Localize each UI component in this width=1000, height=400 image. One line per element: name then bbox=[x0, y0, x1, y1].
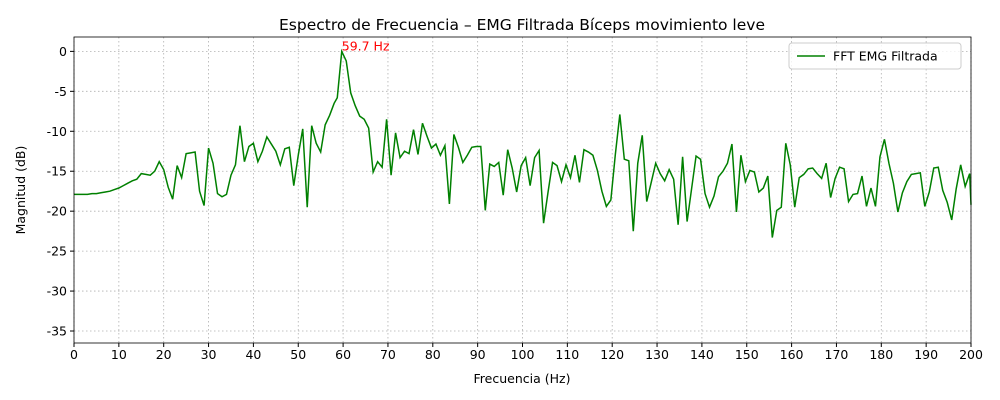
y-tick-label: -20 bbox=[47, 204, 67, 219]
y-tick-label: -30 bbox=[47, 284, 67, 299]
legend-box bbox=[788, 42, 962, 70]
x-tick-label: 120 bbox=[600, 347, 624, 362]
x-tick-label: 190 bbox=[914, 347, 938, 362]
x-tick-label: 0 bbox=[70, 347, 78, 362]
x-tick-label: 150 bbox=[735, 347, 759, 362]
x-tick-label: 160 bbox=[780, 347, 804, 362]
x-tick-label: 140 bbox=[690, 347, 714, 362]
x-tick-label: 170 bbox=[825, 347, 849, 362]
x-tick-label: 50 bbox=[290, 347, 306, 362]
x-tick-label: 130 bbox=[645, 347, 669, 362]
x-tick-label: 80 bbox=[425, 347, 441, 362]
x-tick-label: 70 bbox=[380, 347, 396, 362]
y-tick-label: -10 bbox=[47, 124, 67, 139]
x-tick-label: 40 bbox=[245, 347, 261, 362]
x-tick-label: 100 bbox=[511, 347, 535, 362]
chart-title: Espectro de Frecuencia – EMG Filtrada Bí… bbox=[279, 16, 765, 34]
line-series bbox=[74, 48, 972, 238]
y-tick-label: -15 bbox=[47, 164, 67, 179]
y-tick-label: 0 bbox=[59, 44, 67, 59]
x-tick-label: 110 bbox=[555, 347, 579, 362]
x-tick-label: 10 bbox=[111, 347, 127, 362]
y-tick-label: -25 bbox=[47, 244, 67, 259]
y-tick-label: -35 bbox=[47, 324, 67, 339]
annotation: 59.7 Hz bbox=[342, 38, 390, 53]
x-tick-label: 90 bbox=[470, 347, 486, 362]
legend-label: FFT EMG Filtrada bbox=[833, 49, 938, 64]
y-tick-label: -5 bbox=[55, 84, 67, 99]
x-axis-label: Frecuencia (Hz) bbox=[474, 371, 571, 386]
x-tick-label: 60 bbox=[335, 347, 351, 362]
x-tick-label: 20 bbox=[156, 347, 172, 362]
x-tick-label: 180 bbox=[869, 347, 893, 362]
x-tick-label: 30 bbox=[201, 347, 217, 362]
y-axis-label: Magnitud (dB) bbox=[13, 146, 28, 235]
plot-frame bbox=[73, 36, 972, 344]
x-tick-label: 200 bbox=[959, 347, 983, 362]
